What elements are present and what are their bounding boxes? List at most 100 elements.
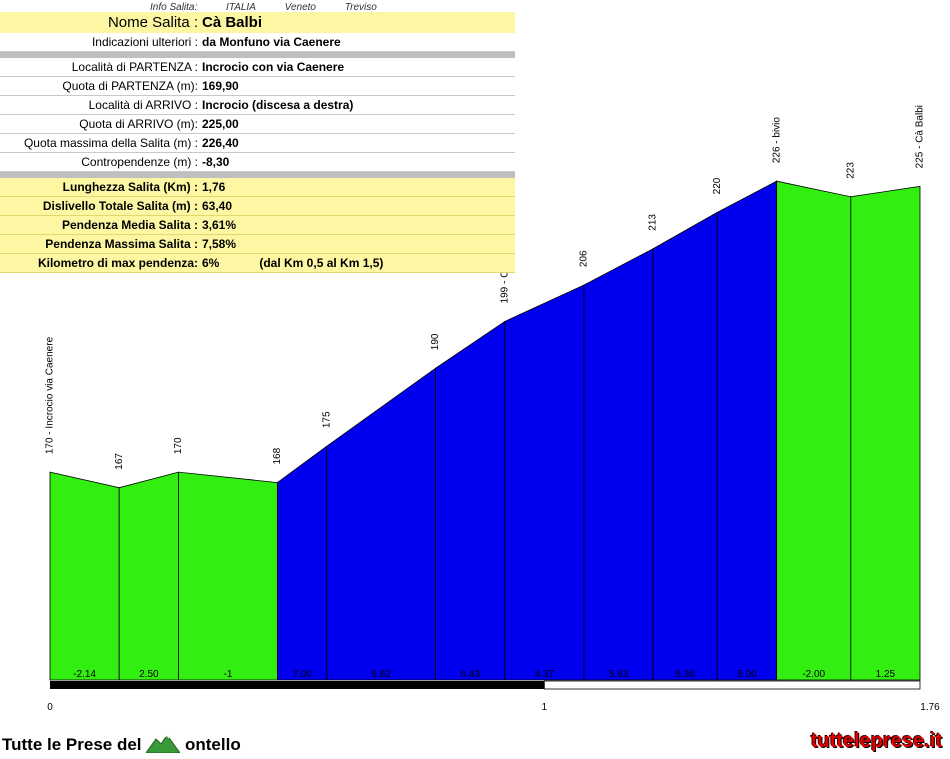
segment-gradient-label: 2.50 (139, 669, 159, 680)
x-tick-label: 1 (542, 702, 548, 713)
point-elevation-label: 206 (579, 250, 590, 267)
profile-segment (776, 180, 852, 681)
summary-row: Indicazioni ulteriori : da Monfuno via Ca… (0, 33, 515, 52)
summary-value: da Monfuno via Caenere (200, 33, 515, 52)
point-elevation-label: 190 (430, 333, 441, 350)
point-elevation-label: 226 - bivio (771, 117, 782, 164)
summary-row: Nome Salita : Cà Balbi (0, 12, 515, 33)
summary-label: Quota massima della Salita (m) : (0, 133, 200, 153)
summary-label: Quota di ARRIVO (m): (0, 114, 200, 134)
summary-label: Indicazioni ulteriori : (0, 33, 200, 52)
segment-gradient-label: 6.43 (460, 669, 480, 680)
point-elevation-label: 225 - Cà Balbi (915, 105, 926, 168)
x-tick-label: 1.76 (920, 702, 940, 713)
summary-row: Kilometro di max pendenza: 6% (dal Km 0,5 … (0, 253, 515, 273)
profile-segment (118, 471, 179, 681)
summary-value-text: da Monfuno via Caenere (202, 35, 341, 49)
summary-label: Contropendenze (m) : (0, 152, 200, 172)
summary-label: Dislivello Totale Salita (m) : (0, 196, 200, 216)
point-elevation-label: 168 (272, 447, 283, 464)
summary-label: Pendenza Media Salita : (0, 215, 200, 235)
segment-gradient-label: 5.36 (675, 669, 695, 680)
site-logo-left: Tutte le Prese del ontello (2, 733, 241, 755)
separator-row (0, 51, 515, 58)
summary-value: 63,40 (200, 196, 515, 216)
separator (0, 51, 515, 58)
summary-value-text: Incrocio (discesa a destra) (202, 98, 354, 112)
profile-segment (850, 185, 921, 681)
summary-value: 225,00 (200, 114, 515, 134)
profile-segment (178, 471, 278, 681)
summary-value-text: 1,76 (202, 180, 226, 194)
summary-value-text: 63,40 (202, 199, 233, 213)
profile-segment (276, 445, 328, 681)
segment-gradient-label: -2.00 (802, 669, 825, 680)
info-region: Veneto (284, 2, 316, 13)
separator-row (0, 171, 515, 178)
summary-value-text: 3,61% (202, 218, 237, 232)
summary-extra: (dal Km 0,5 al Km 1,5) (259, 256, 384, 270)
summary-value: Incrocio con via Caenere (200, 58, 515, 77)
segment-gradient-label: -2.14 (73, 669, 96, 680)
summary-value: 7,58% (200, 234, 515, 254)
segment-gradient-label: 1.25 (876, 669, 896, 680)
mountain-icon (146, 734, 181, 753)
summary-label: Pendenza Massima Salita : (0, 234, 200, 254)
summary-value-text: 169,90 (202, 79, 239, 93)
summary-label: Località di PARTENZA : (0, 58, 200, 77)
point-elevation-label: 170 - Incrocio via Caenere (45, 336, 56, 454)
logo-text-pre: Tutte le Prese del (2, 735, 142, 754)
profile-segment (49, 471, 120, 681)
summary-value: 1,76 (200, 178, 515, 197)
summary-value-text: -8,30 (202, 155, 230, 169)
summary-label: Località di ARRIVO : (0, 95, 200, 115)
summary-value-text: 226,40 (202, 136, 239, 150)
summary-row: Dislivello Totale Salita (m) :63,40 (0, 196, 515, 216)
summary-row: Località di ARRIVO : Incrocio (discesa a … (0, 95, 515, 115)
summary-value: 169,90 (200, 76, 515, 96)
summary-value: 6% (dal Km 0,5 al Km 1,5) (200, 253, 515, 273)
summary-value-text: Incrocio con via Caenere (202, 60, 345, 74)
segment-gradient-label: 5.00 (737, 669, 757, 680)
profile-segment (504, 284, 585, 681)
point-elevation-label: 220 (712, 177, 723, 194)
summary-row: Contropendenze (m) : -8,30 (0, 152, 515, 172)
segment-gradient-label: -1 (224, 669, 233, 680)
summary-value-text: 6% (202, 256, 220, 270)
summary-value: -8,30 (200, 152, 515, 172)
summary-row: Località di PARTENZA : Incrocio con via C… (0, 58, 515, 77)
summary-label: Nome Salita : (0, 12, 200, 33)
point-elevation-label: 175 (321, 411, 332, 428)
point-elevation-label: 167 (114, 453, 125, 470)
segment-gradient-label: 6.82 (371, 669, 391, 680)
segment-gradient-label: 5.63 (609, 669, 629, 680)
summary-row: Lunghezza Salita (Km) :1,76 (0, 178, 515, 197)
info-province: Treviso (344, 2, 377, 13)
summary-value-text: Cà Balbi (202, 14, 263, 31)
profile-segment (716, 180, 778, 681)
point-elevation-label: 223 (845, 162, 856, 179)
distance-bar-km1 (50, 681, 545, 689)
summary-row: Quota massima della Salita (m) :226,40 (0, 133, 515, 153)
site-logo-right: tutteleprese.it (810, 730, 942, 752)
profile-segment (583, 248, 654, 681)
summary-label: Lunghezza Salita (Km) : (0, 178, 200, 197)
info-country: ITALIA (226, 2, 256, 13)
summary-label: Quota di PARTENZA (m): (0, 76, 200, 96)
summary-value: Incrocio (discesa a destra) (200, 95, 515, 115)
distance-bar-km2 (543, 680, 921, 690)
climb-summary-table: Nome Salita : Cà Balbi Indicazioni ulterio… (0, 12, 515, 273)
summary-value-text: 225,00 (202, 117, 239, 131)
logo-text-post: ontello (184, 735, 241, 754)
summary-label: Kilometro di max pendenza: (0, 253, 200, 273)
summary-row: Pendenza Media Salita :3,61% (0, 215, 515, 235)
summary-row: Quota di ARRIVO (m): 225,00 (0, 114, 515, 134)
x-tick-label: 0 (47, 702, 53, 713)
segment-gradient-label: 4.37 (535, 669, 555, 680)
summary-value: 226,40 (200, 133, 515, 153)
profile-segment (326, 367, 436, 681)
summary-value: 3,61% (200, 215, 515, 235)
profile-segment (435, 320, 506, 681)
segment-gradient-label: 7.00 (292, 669, 312, 680)
